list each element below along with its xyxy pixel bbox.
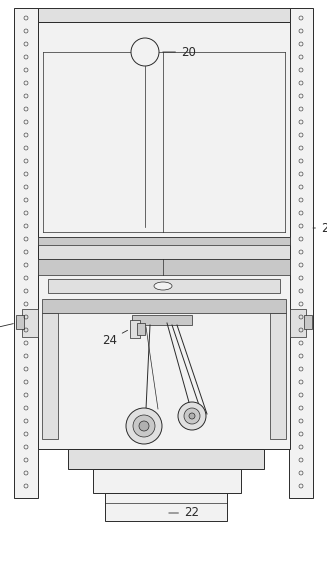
Bar [42, 299, 286, 313]
Bar [38, 22, 290, 237]
Text: 22: 22 [169, 506, 199, 519]
Bar [38, 237, 290, 259]
Circle shape [126, 408, 162, 444]
Bar [38, 8, 290, 22]
Bar [132, 315, 192, 325]
Bar [290, 309, 306, 337]
Bar [130, 320, 140, 338]
Bar [68, 449, 264, 469]
Bar [105, 493, 227, 521]
Circle shape [131, 38, 159, 66]
Text: 24: 24 [102, 331, 128, 347]
Bar [16, 315, 24, 329]
Text: 23: 23 [0, 324, 13, 337]
Bar [270, 313, 286, 439]
Bar [289, 8, 313, 498]
Circle shape [184, 408, 200, 424]
Bar [137, 323, 145, 335]
Ellipse shape [154, 282, 172, 290]
Bar [22, 309, 38, 337]
Bar [304, 315, 312, 329]
Bar [48, 279, 280, 293]
Bar [38, 259, 290, 449]
Text: 20: 20 [163, 46, 196, 59]
Bar [38, 237, 290, 245]
Circle shape [178, 402, 206, 430]
Bar [14, 8, 38, 498]
Text: 21: 21 [313, 221, 327, 234]
Circle shape [133, 415, 155, 437]
Circle shape [139, 421, 149, 431]
Bar [38, 259, 290, 275]
Circle shape [189, 413, 195, 419]
Bar [42, 313, 58, 439]
Bar [93, 469, 241, 493]
